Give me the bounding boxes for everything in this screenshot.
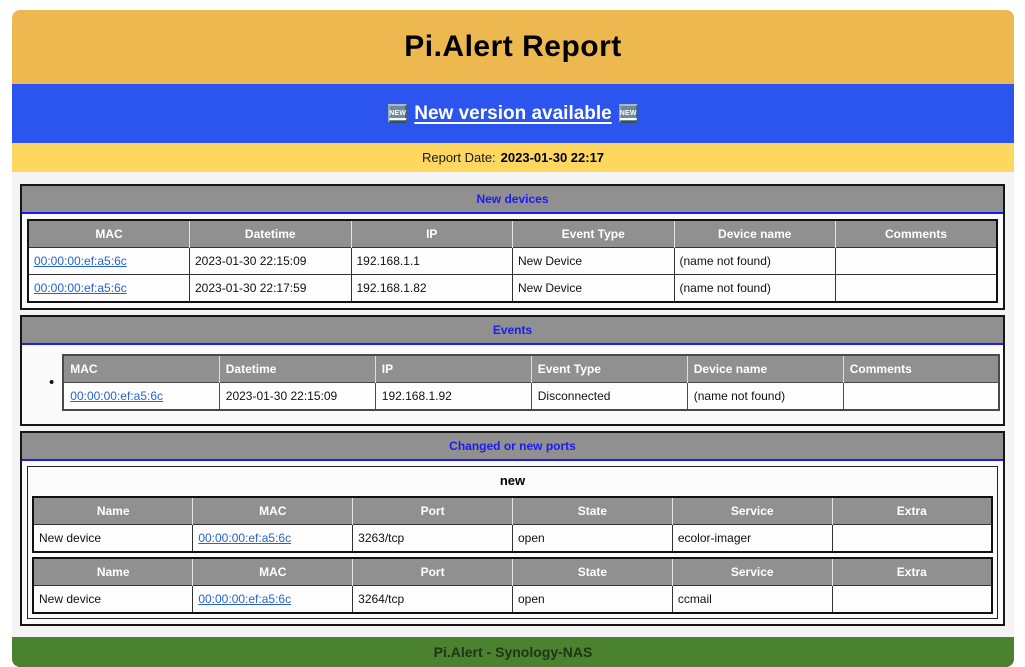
section-events: Events • MAC Datetime IP Event Type Devi… [20,315,1005,426]
report-header: Pi.Alert Report [12,10,1014,84]
column-header-mac: MAC [192,497,354,525]
new-badge-icon: NEW [618,104,638,123]
column-header-mac: MAC [192,558,354,586]
column-header-mac: MAC [63,355,220,383]
cell-device-name: (name not found) [673,274,836,303]
cell-mac: 00:00:00:ef:a5:6c [27,247,190,275]
column-header-comments: Comments [843,355,1000,383]
table-row: 00:00:00:ef:a5:6c 2023-01-30 22:15:09 19… [27,247,998,275]
cell-extra [831,524,993,553]
cell-comments [842,382,1000,411]
page-title: Pi.Alert Report [404,30,622,63]
column-header-mac: MAC [28,220,190,248]
column-header-extra: Extra [832,497,992,525]
new-version-link-label: New version available [414,102,612,124]
cell-datetime: 2023-01-30 22:15:09 [218,382,376,411]
bullet-icon: • [49,374,55,391]
report-body: New devices MAC Datetime IP Event Type D… [12,172,1014,637]
column-header-name: Name [33,558,194,586]
cell-ip: 192.168.1.82 [350,274,513,303]
section-title-new-devices: New devices [22,186,1003,214]
table-header-row: Name MAC Port State Service Extra [33,558,992,586]
cell-service: ecolor-imager [671,524,833,553]
cell-mac: 00:00:00:ef:a5:6c [192,524,354,553]
report-date-label: Report Date: [421,150,496,165]
cell-name: New device [32,585,194,614]
column-header-datetime: Datetime [189,220,352,248]
ports-group-new: new Name MAC Port State Service Extra [27,466,998,619]
column-header-device-name: Device name [674,220,836,248]
table-row: New device 00:00:00:ef:a5:6c 3263/tcp op… [32,524,993,553]
cell-name: New device [32,524,194,553]
cell-comments [835,274,998,303]
cell-device-name: (name not found) [673,247,836,275]
cell-port: 3264/tcp [352,585,513,614]
new-version-banner: NEW New version available NEW [12,84,1014,143]
table-header-row: MAC Datetime IP Event Type Device name C… [28,220,997,248]
column-header-port: Port [352,558,513,586]
column-header-datetime: Datetime [219,355,376,383]
report-date-value: 2023-01-30 22:17 [500,150,605,165]
report-date-bar: Report Date: 2023-01-30 22:17 [12,143,1014,172]
new-badge-icon: NEW [388,104,408,123]
report-footer: Pi.Alert - Synology-NAS [12,637,1014,667]
cell-comments [835,247,998,275]
report-page: Pi.Alert Report NEW New version availabl… [12,10,1014,667]
section-title-events: Events [22,317,1003,345]
column-header-event-type: Event Type [531,355,688,383]
table-row: 00:00:00:ef:a5:6c 2023-01-30 22:17:59 19… [27,274,998,303]
cell-service: ccmail [671,585,833,614]
cell-extra [831,585,993,614]
cell-ip: 192.168.1.92 [374,382,532,411]
column-header-device-name: Device name [687,355,844,383]
cell-mac: 00:00:00:ef:a5:6c [27,274,190,303]
column-header-state: State [512,497,673,525]
cell-mac: 00:00:00:ef:a5:6c [62,382,220,411]
ports-table-2: Name MAC Port State Service Extra New de… [32,557,993,614]
cell-state: open [511,585,673,614]
ports-table-1: Name MAC Port State Service Extra New de… [32,496,993,553]
section-new-devices: New devices MAC Datetime IP Event Type D… [20,184,1005,310]
column-header-state: State [512,558,673,586]
column-header-ip: IP [375,355,532,383]
table-header-row: MAC Datetime IP Event Type Device name C… [63,355,1000,383]
column-header-comments: Comments [835,220,997,248]
table-header-row: Name MAC Port State Service Extra [33,497,992,525]
footer-label: Pi.Alert - Synology-NAS [433,644,593,660]
column-header-name: Name [33,497,194,525]
cell-event-type: New Device [512,274,675,303]
events-table: MAC Datetime IP Event Type Device name C… [62,354,1001,411]
cell-port: 3263/tcp [352,524,513,553]
column-header-service: Service [672,497,833,525]
cell-datetime: 2023-01-30 22:17:59 [189,274,352,303]
mac-link[interactable]: 00:00:00:ef:a5:6c [198,592,292,606]
table-row: New device 00:00:00:ef:a5:6c 3264/tcp op… [32,585,993,614]
cell-state: open [511,524,673,553]
cell-mac: 00:00:00:ef:a5:6c [192,585,354,614]
cell-ip: 192.168.1.1 [350,247,513,275]
mac-link[interactable]: 00:00:00:ef:a5:6c [34,281,127,295]
section-ports: Changed or new ports new Name MAC Port S… [20,431,1005,626]
cell-event-type: Disconnected [530,382,688,411]
mac-link[interactable]: 00:00:00:ef:a5:6c [198,531,292,545]
section-title-ports: Changed or new ports [22,433,1003,461]
table-row: 00:00:00:ef:a5:6c 2023-01-30 22:15:09 19… [62,382,1000,411]
column-header-event-type: Event Type [512,220,675,248]
events-list-item: • MAC Datetime IP Event Type Device name… [22,354,1003,411]
new-version-link[interactable]: NEW New version available NEW [388,103,638,125]
column-header-ip: IP [351,220,513,248]
cell-device-name: (name not found) [686,382,844,411]
events-list: • MAC Datetime IP Event Type Device name… [22,345,1003,424]
new-devices-table: MAC Datetime IP Event Type Device name C… [27,219,998,303]
mac-link[interactable]: 00:00:00:ef:a5:6c [34,254,127,268]
column-header-service: Service [672,558,833,586]
column-header-port: Port [352,497,513,525]
column-header-extra: Extra [832,558,992,586]
ports-group-label: new [499,473,526,488]
cell-datetime: 2023-01-30 22:15:09 [189,247,352,275]
cell-event-type: New Device [512,247,675,275]
mac-link[interactable]: 00:00:00:ef:a5:6c [70,389,164,403]
